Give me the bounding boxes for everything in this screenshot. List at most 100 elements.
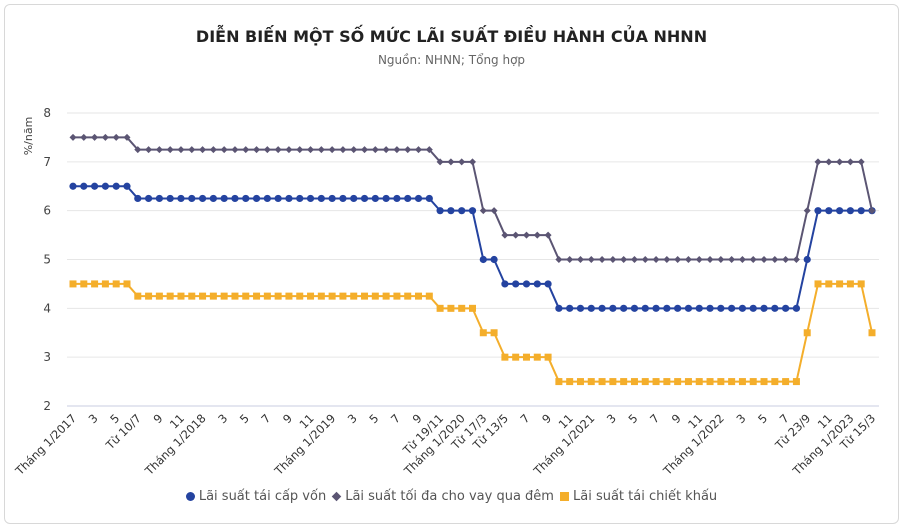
- data-point: [717, 304, 725, 312]
- y-axis-label: %/năm: [22, 117, 35, 156]
- data-point: [447, 158, 455, 166]
- legend-marker-icon: [559, 492, 569, 501]
- data-point: [620, 378, 628, 386]
- x-tick-label: 7: [518, 411, 533, 426]
- legend-marker-icon: [185, 492, 195, 501]
- data-point: [199, 146, 207, 154]
- data-point: [123, 133, 131, 141]
- data-point: [576, 304, 585, 312]
- x-tick-label: 9: [669, 411, 684, 426]
- data-point: [199, 292, 207, 300]
- data-point: [80, 133, 88, 141]
- data-point: [145, 292, 153, 300]
- data-point: [674, 256, 682, 263]
- data-point: [209, 146, 217, 154]
- x-tick-label: 5: [237, 411, 252, 426]
- data-point: [587, 256, 595, 263]
- data-point: [652, 378, 660, 386]
- data-point: [738, 304, 747, 312]
- data-point: [490, 255, 498, 264]
- data-point: [738, 378, 746, 386]
- data-point: [663, 378, 671, 386]
- data-point: [231, 292, 239, 300]
- data-point: [468, 207, 477, 215]
- data-point: [868, 207, 876, 215]
- data-point: [479, 329, 487, 337]
- data-point: [253, 146, 261, 154]
- data-point: [512, 353, 520, 361]
- data-point: [371, 292, 379, 300]
- data-point: [652, 304, 660, 312]
- data-point: [803, 329, 811, 337]
- x-tick-label: 3: [604, 411, 619, 426]
- x-tick-label: 9: [280, 411, 295, 426]
- data-point: [123, 280, 131, 288]
- data-point: [285, 292, 293, 300]
- data-point: [544, 280, 552, 288]
- data-point: [209, 194, 217, 203]
- data-point: [857, 280, 865, 288]
- legend-label: Lãi suất tối đa cho vay qua đêm: [345, 489, 554, 504]
- data-point: [792, 378, 800, 386]
- data-point: [350, 194, 358, 203]
- data-point: [479, 207, 487, 215]
- data-point: [80, 280, 88, 288]
- x-tick-label: 9: [539, 411, 554, 426]
- data-point: [458, 158, 466, 166]
- data-point: [393, 146, 401, 154]
- data-point: [620, 304, 628, 312]
- legend-item[interactable]: Lãi suất tái cấp vốn: [185, 489, 327, 504]
- data-point: [771, 304, 779, 312]
- data-point: [69, 133, 77, 141]
- data-point: [598, 256, 606, 263]
- data-point: [490, 207, 498, 215]
- data-point: [490, 329, 498, 337]
- legend-label: Lãi suất tái cấp vốn: [198, 489, 327, 504]
- data-point: [252, 194, 261, 203]
- legend-marker-icon: [331, 491, 342, 502]
- legend-item[interactable]: Lãi suất tái chiết khấu: [559, 489, 717, 504]
- y-tick-label: 2: [43, 399, 51, 413]
- data-point: [80, 182, 88, 190]
- data-point: [771, 378, 779, 386]
- data-point: [350, 292, 358, 300]
- data-point: [263, 146, 271, 154]
- data-point: [825, 207, 833, 215]
- data-point: [684, 256, 692, 263]
- data-point: [425, 292, 433, 300]
- data-point: [587, 378, 595, 386]
- y-tick-label: 8: [43, 106, 51, 120]
- data-point: [814, 158, 822, 166]
- data-point: [749, 256, 757, 263]
- data-point: [695, 304, 703, 312]
- data-point: [684, 304, 693, 312]
- data-point: [458, 207, 466, 215]
- legend-item[interactable]: Lãi suất tối đa cho vay qua đêm: [331, 489, 554, 504]
- data-point: [684, 378, 692, 386]
- data-point: [350, 146, 358, 154]
- data-point: [242, 146, 250, 154]
- data-point: [782, 256, 790, 263]
- data-point: [803, 255, 811, 264]
- data-point: [728, 256, 736, 263]
- legend: Lãi suất tái cấp vốn Lãi suất tối đa cho …: [5, 489, 898, 504]
- data-point: [576, 378, 584, 386]
- data-point: [620, 256, 628, 263]
- data-point: [166, 292, 174, 300]
- x-tick-label: 9: [150, 411, 165, 426]
- data-point: [209, 292, 217, 300]
- data-point: [857, 158, 865, 166]
- data-point: [857, 207, 865, 215]
- chart-title: DIỄN BIẾN MỘT SỐ MỨC LÃI SUẤT ĐIỀU HÀNH …: [195, 27, 708, 46]
- data-point: [674, 378, 682, 386]
- data-point: [112, 280, 120, 288]
- data-point: [522, 231, 530, 239]
- data-point: [706, 304, 714, 312]
- data-point: [566, 304, 574, 312]
- data-point: [760, 378, 768, 386]
- data-point: [836, 280, 844, 288]
- data-point: [285, 194, 293, 203]
- data-point: [641, 378, 649, 386]
- x-tick-label: 3: [733, 411, 748, 426]
- data-point: [836, 207, 844, 215]
